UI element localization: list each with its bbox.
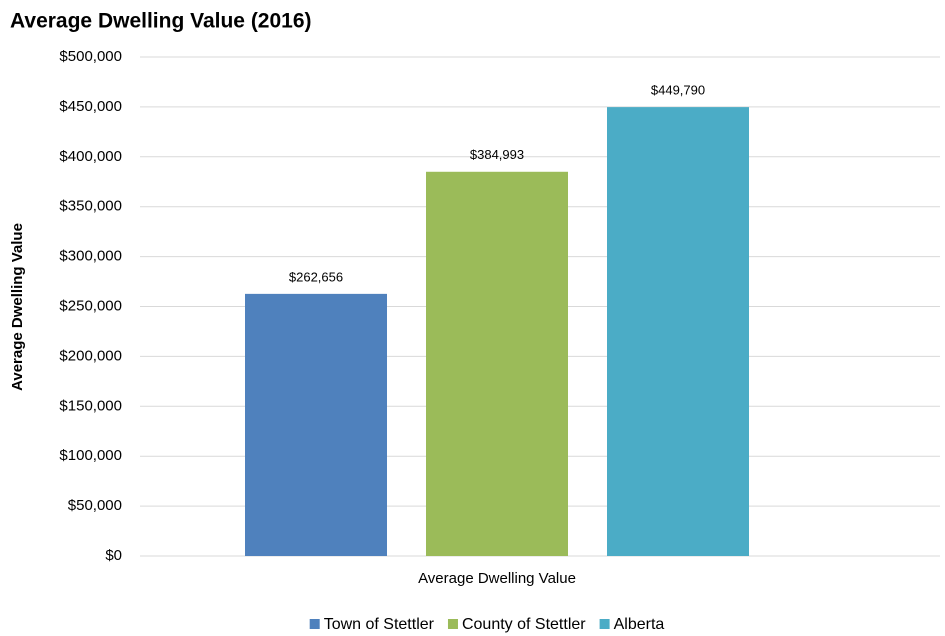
value-label: $449,790 bbox=[651, 83, 705, 98]
legend-label: County of Stettler bbox=[462, 616, 586, 633]
bar bbox=[426, 171, 568, 557]
y-tick-label: $450,000 bbox=[59, 98, 122, 115]
y-axis-title: Average Dwelling Value bbox=[9, 223, 26, 391]
y-tick-label: $0 bbox=[105, 547, 122, 564]
y-tick-label: $250,000 bbox=[59, 297, 122, 314]
y-tick-label: $500,000 bbox=[59, 48, 122, 65]
y-tick-label: $50,000 bbox=[68, 497, 122, 514]
y-tick-label: $350,000 bbox=[59, 198, 122, 215]
y-tick-label: $300,000 bbox=[59, 248, 122, 265]
y-tick-label: $150,000 bbox=[59, 397, 122, 414]
legend-swatch bbox=[447, 619, 458, 629]
legend: Town of Stettler County of Stettler Albert… bbox=[309, 616, 665, 633]
x-tick-label: Average Dwelling Value bbox=[418, 570, 576, 587]
legend-swatch bbox=[309, 619, 320, 629]
bar bbox=[245, 293, 387, 556]
legend-swatch bbox=[599, 619, 610, 629]
y-tick-label: $200,000 bbox=[59, 347, 122, 364]
bar bbox=[607, 107, 749, 556]
value-label: $262,656 bbox=[289, 269, 343, 284]
legend-label: Alberta bbox=[614, 616, 665, 633]
value-label: $384,993 bbox=[470, 147, 524, 162]
chart-title: Average Dwelling Value (2016) bbox=[10, 10, 312, 33]
legend-label: Town of Stettler bbox=[324, 616, 435, 633]
y-tick-label: $100,000 bbox=[59, 447, 122, 464]
y-tick-label: $400,000 bbox=[59, 148, 122, 165]
